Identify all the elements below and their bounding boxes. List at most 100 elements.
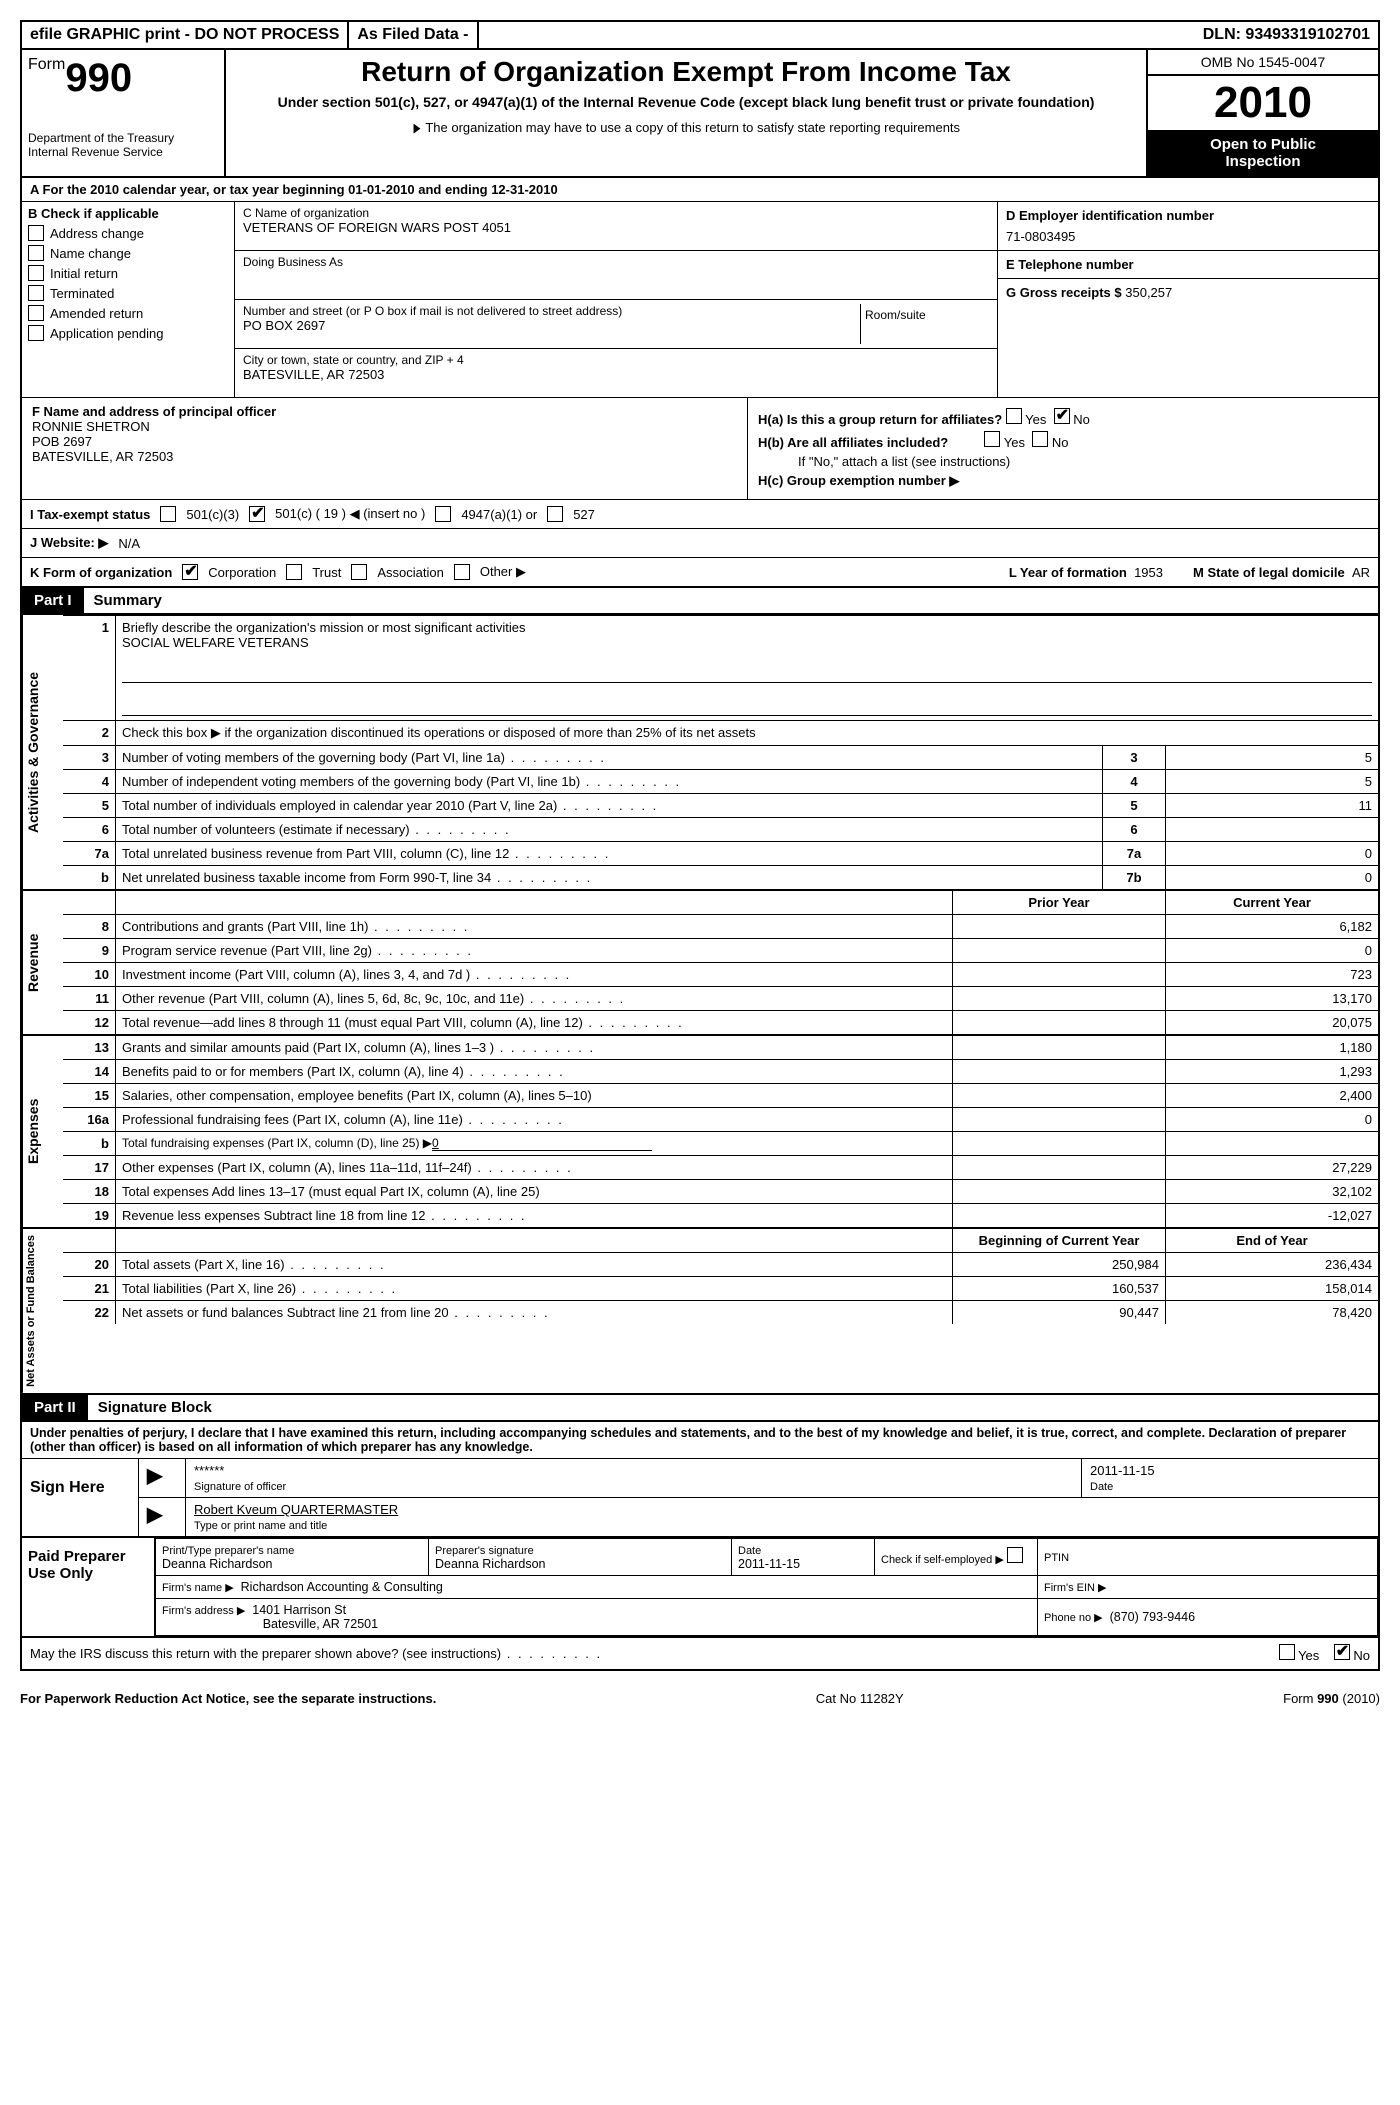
- row-18: 18Total expenses Add lines 13–17 (must e…: [63, 1180, 1378, 1204]
- checkbox-icon[interactable]: [454, 564, 470, 580]
- gross-label: G Gross receipts $: [1006, 285, 1122, 300]
- section-b-head: B Check if applicable: [28, 206, 228, 221]
- omb-number: OMB No 1545-0047: [1148, 50, 1378, 76]
- checkbox-icon: [28, 305, 44, 321]
- line-k-right: L Year of formation 1953 M State of lega…: [1009, 565, 1370, 580]
- line-a-period: A For the 2010 calendar year, or tax yea…: [20, 178, 1380, 202]
- row-9: 9Program service revenue (Part VIII, lin…: [63, 939, 1378, 963]
- header-left: Form990 Department of the Treasury Inter…: [22, 50, 226, 176]
- checkbox-icon[interactable]: [1032, 431, 1048, 447]
- arrow-icon: ▶: [413, 120, 420, 136]
- side-revenue: Revenue: [22, 891, 63, 1034]
- checkbox-icon: [28, 225, 44, 241]
- city-value: BATESVILLE, AR 72503: [243, 367, 989, 382]
- rev-header: Prior YearCurrent Year: [63, 891, 1378, 915]
- checkbox-icon[interactable]: [1007, 1547, 1023, 1563]
- hb-line: H(b) Are all affiliates included? Yes No: [758, 431, 1368, 450]
- row-21: 21Total liabilities (Part X, line 26)160…: [63, 1277, 1378, 1301]
- part-i-label: Part I: [22, 588, 84, 613]
- prep-row-1: Print/Type preparer's nameDeanna Richard…: [156, 1538, 1378, 1575]
- page-footer: For Paperwork Reduction Act Notice, see …: [20, 1691, 1380, 1706]
- phone-label: E Telephone number: [1006, 257, 1370, 272]
- website-value: N/A: [118, 536, 140, 551]
- chk-address-change[interactable]: Address change: [28, 225, 228, 241]
- room-label: Room/suite: [861, 304, 989, 344]
- row-10: 10Investment income (Part VIII, column (…: [63, 963, 1378, 987]
- checkbox-icon[interactable]: [547, 506, 563, 522]
- form-word: Form: [28, 56, 65, 73]
- checkbox-icon[interactable]: [1279, 1644, 1295, 1660]
- checkbox-icon[interactable]: [435, 506, 451, 522]
- ein-value: 71-0803495: [1006, 229, 1370, 244]
- chk-name-change[interactable]: Name change: [28, 245, 228, 261]
- section-bcd: B Check if applicable Address change Nam…: [20, 202, 1380, 397]
- chk-application-pending[interactable]: Application pending: [28, 325, 228, 341]
- side-governance: Activities & Governance: [22, 615, 63, 889]
- checkbox-icon[interactable]: [249, 506, 265, 522]
- ein-label: D Employer identification number: [1006, 208, 1370, 223]
- checkbox-icon[interactable]: [1334, 1644, 1350, 1660]
- form-ref: Form 990 (2010): [1283, 1691, 1380, 1706]
- row-12: 12Total revenue—add lines 8 through 11 (…: [63, 1011, 1378, 1035]
- checkbox-icon[interactable]: [1006, 408, 1022, 424]
- part-i-header: Part I Summary: [20, 588, 1380, 615]
- chk-amended[interactable]: Amended return: [28, 305, 228, 321]
- sig-name: Robert Kveum QUARTERMASTER: [194, 1502, 398, 1517]
- arrow-icon: ▶: [139, 1498, 186, 1536]
- dln: DLN: 93493319102701: [479, 22, 1379, 48]
- checkbox-icon[interactable]: [351, 564, 367, 580]
- checkbox-icon[interactable]: [182, 564, 198, 580]
- sig-date: 2011-11-15: [1090, 1463, 1155, 1478]
- ein-cell: D Employer identification number 71-0803…: [998, 202, 1378, 251]
- section-c: C Name of organization VETERANS OF FOREI…: [235, 202, 997, 397]
- discuss-row: May the IRS discuss this return with the…: [20, 1638, 1380, 1671]
- dept-treasury: Department of the Treasury: [28, 131, 218, 145]
- section-b: B Check if applicable Address change Nam…: [22, 202, 235, 397]
- row-6: 6Total number of volunteers (estimate if…: [63, 818, 1378, 842]
- fundraising-value: 0: [432, 1136, 652, 1151]
- header-right: OMB No 1545-0047 2010 Open to Public Ins…: [1146, 50, 1378, 176]
- row-1: 1 Briefly describe the organization's mi…: [63, 616, 1378, 721]
- checkbox-icon[interactable]: [1054, 408, 1070, 424]
- form-subtitle: Under section 501(c), 527, or 4947(a)(1)…: [236, 94, 1136, 110]
- city-cell: City or town, state or country, and ZIP …: [235, 349, 997, 397]
- checkbox-icon: [28, 285, 44, 301]
- checkbox-icon[interactable]: [984, 431, 1000, 447]
- row-2: 2 Check this box ▶ if the organization d…: [63, 721, 1378, 746]
- discuss-text: May the IRS discuss this return with the…: [30, 1646, 602, 1661]
- sign-here-block: Sign Here ▶ ****** Signature of officer …: [20, 1459, 1380, 1538]
- street-cell: Number and street (or P O box if mail is…: [235, 300, 997, 349]
- city-label: City or town, state or country, and ZIP …: [243, 353, 989, 367]
- row-16b: bTotal fundraising expenses (Part IX, co…: [63, 1132, 1378, 1156]
- top-bar: efile GRAPHIC print - DO NOT PROCESS As …: [20, 20, 1380, 50]
- dba-cell: Doing Business As: [235, 251, 997, 300]
- officer-addr1: POB 2697: [32, 434, 737, 449]
- row-8: 8Contributions and grants (Part VIII, li…: [63, 915, 1378, 939]
- dln-label: DLN:: [1203, 26, 1241, 43]
- row-11: 11Other revenue (Part VIII, column (A), …: [63, 987, 1378, 1011]
- h-box: H(a) Is this a group return for affiliat…: [748, 398, 1378, 499]
- chk-initial-return[interactable]: Initial return: [28, 265, 228, 281]
- row-15: 15Salaries, other compensation, employee…: [63, 1084, 1378, 1108]
- sign-here-label: Sign Here: [22, 1459, 139, 1536]
- cat-no: Cat No 11282Y: [816, 1691, 904, 1706]
- form-990-page: efile GRAPHIC print - DO NOT PROCESS As …: [0, 0, 1400, 1726]
- chk-terminated[interactable]: Terminated: [28, 285, 228, 301]
- arrow-icon: ▶: [139, 1459, 186, 1497]
- netassets-table: Beginning of Current YearEnd of Year 20T…: [63, 1229, 1378, 1324]
- part-ii-title: Signature Block: [88, 1395, 222, 1420]
- checkbox-icon[interactable]: [286, 564, 302, 580]
- row-16a: 16aProfessional fundraising fees (Part I…: [63, 1108, 1378, 1132]
- line-j-label: J Website: ▶: [30, 535, 108, 551]
- side-expenses: Expenses: [22, 1036, 63, 1227]
- row-20: 20Total assets (Part X, line 16)250,9842…: [63, 1253, 1378, 1277]
- street-value: PO BOX 2697: [243, 318, 860, 333]
- checkbox-icon[interactable]: [160, 506, 176, 522]
- line-i: I Tax-exempt status 501(c)(3) 501(c) ( 1…: [20, 499, 1380, 528]
- preparer-block: Paid Preparer Use Only Print/Type prepar…: [20, 1538, 1380, 1638]
- street-label: Number and street (or P O box if mail is…: [243, 304, 860, 318]
- part-i-governance: Activities & Governance 1 Briefly descri…: [20, 615, 1380, 891]
- part-ii-header: Part II Signature Block: [20, 1395, 1380, 1422]
- part-i-title: Summary: [84, 588, 172, 613]
- prep-row-3: Firm's address ▶ 1401 Harrison St Batesv…: [156, 1598, 1378, 1635]
